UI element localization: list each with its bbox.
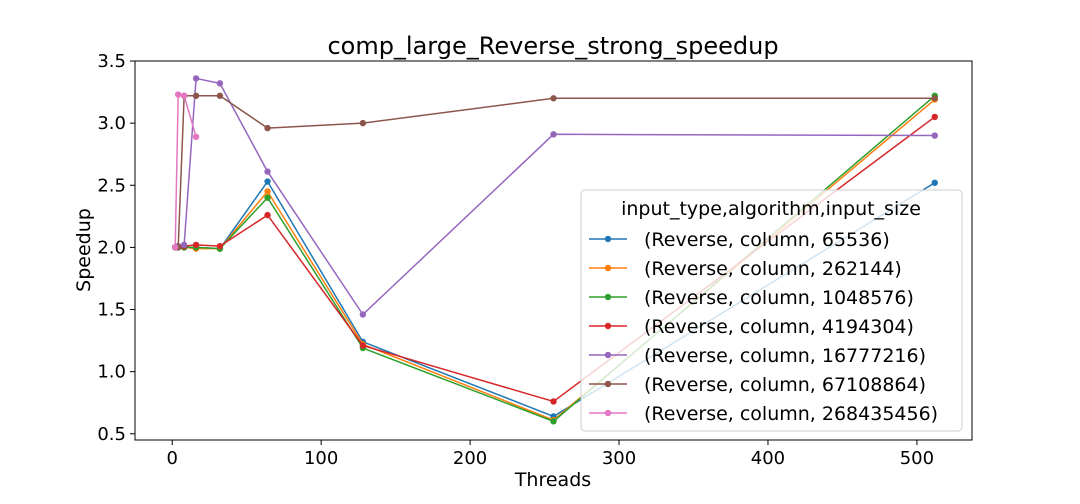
- series-7: [172, 91, 200, 251]
- data-point: [216, 242, 224, 250]
- x-axis: 0 100 200 300 400 500: [167, 440, 934, 469]
- x-tick-label: 300: [602, 448, 636, 469]
- legend-item: (Reverse, column, 1048576): [589, 287, 914, 309]
- legend-label: (Reverse, column, 1048576): [644, 287, 914, 309]
- data-point: [264, 124, 271, 132]
- y-tick-label: 0.5: [97, 424, 126, 445]
- x-tick-label: 100: [304, 448, 338, 469]
- data-point: [192, 75, 200, 82]
- plot-area-frame: [134, 60, 973, 441]
- data-point: [359, 342, 367, 349]
- legend-label: (Reverse, column, 16777216): [644, 345, 926, 367]
- data-point: [174, 91, 182, 98]
- data-point: [172, 244, 179, 251]
- data-point: [931, 95, 938, 102]
- legend: input_type,algorithm,input_size (Reverse…: [580, 189, 963, 432]
- legend-box: [580, 189, 963, 432]
- legend-items: (Reverse, column, 65536) (Reverse, column…: [589, 229, 938, 425]
- legend-item: (Reverse, column, 67108864): [589, 374, 926, 396]
- legend-item: (Reverse, column, 16777216): [589, 345, 926, 367]
- data-point: [216, 80, 224, 87]
- legend-swatch-marker: [604, 264, 612, 272]
- y-axis: 0.5 1.0 1.5 2.0 2.5 3.0 3.5: [97, 51, 135, 445]
- data-point: [264, 211, 271, 219]
- data-point: [550, 398, 557, 405]
- legend-title: input_type,algorithm,input_size: [621, 198, 921, 220]
- y-axis-label: Speedup: [73, 208, 95, 292]
- series-6: [172, 92, 938, 251]
- legend-swatch-marker: [604, 322, 612, 330]
- data-point: [264, 178, 271, 185]
- data-point: [359, 119, 367, 127]
- data-point: [216, 92, 224, 99]
- x-tick-label: 500: [900, 448, 934, 469]
- legend-label: (Reverse, column, 268435456): [644, 403, 938, 425]
- legend-swatch-marker: [604, 235, 612, 243]
- y-tick-label: 2.5: [97, 175, 126, 196]
- x-tick-label: 400: [751, 448, 785, 469]
- data-point: [180, 241, 188, 249]
- data-point: [931, 179, 938, 186]
- legend-swatch-marker: [604, 351, 612, 359]
- x-axis-label: Threads: [514, 469, 591, 491]
- data-point: [192, 92, 200, 99]
- data-point: [264, 194, 271, 201]
- data-point: [550, 418, 557, 425]
- legend-item: (Reverse, column, 65536): [589, 229, 890, 251]
- legend-label: (Reverse, column, 67108864): [644, 374, 926, 396]
- legend-swatch-marker: [604, 293, 612, 301]
- data-point: [264, 188, 271, 195]
- x-tick-label: 0: [167, 448, 178, 469]
- series-layer: [172, 75, 938, 425]
- data-point: [192, 241, 200, 249]
- chart-title: comp_large_Reverse_strong_speedup: [327, 32, 778, 60]
- legend-label: (Reverse, column, 262144): [644, 258, 902, 280]
- legend-item: (Reverse, column, 4194304): [589, 316, 914, 338]
- y-tick-label: 2.0: [97, 237, 126, 258]
- y-tick-label: 3.5: [97, 51, 126, 72]
- data-point: [931, 132, 938, 139]
- y-tick-label: 1.5: [97, 300, 126, 321]
- data-point: [550, 95, 557, 102]
- legend-item: (Reverse, column, 262144): [589, 258, 902, 280]
- data-point: [550, 131, 557, 138]
- legend-label: (Reverse, column, 65536): [644, 229, 890, 251]
- y-tick-label: 3.0: [97, 113, 126, 134]
- y-tick-label: 1.0: [97, 362, 126, 383]
- data-point: [359, 311, 367, 318]
- legend-swatch-marker: [604, 380, 612, 388]
- legend-item: (Reverse, column, 268435456): [589, 403, 938, 425]
- legend-label: (Reverse, column, 4194304): [644, 316, 914, 338]
- data-point: [192, 133, 200, 140]
- data-point: [180, 92, 188, 99]
- data-point: [264, 168, 271, 175]
- x-tick-label: 200: [453, 448, 487, 469]
- data-point: [931, 113, 938, 121]
- legend-swatch-marker: [604, 409, 612, 417]
